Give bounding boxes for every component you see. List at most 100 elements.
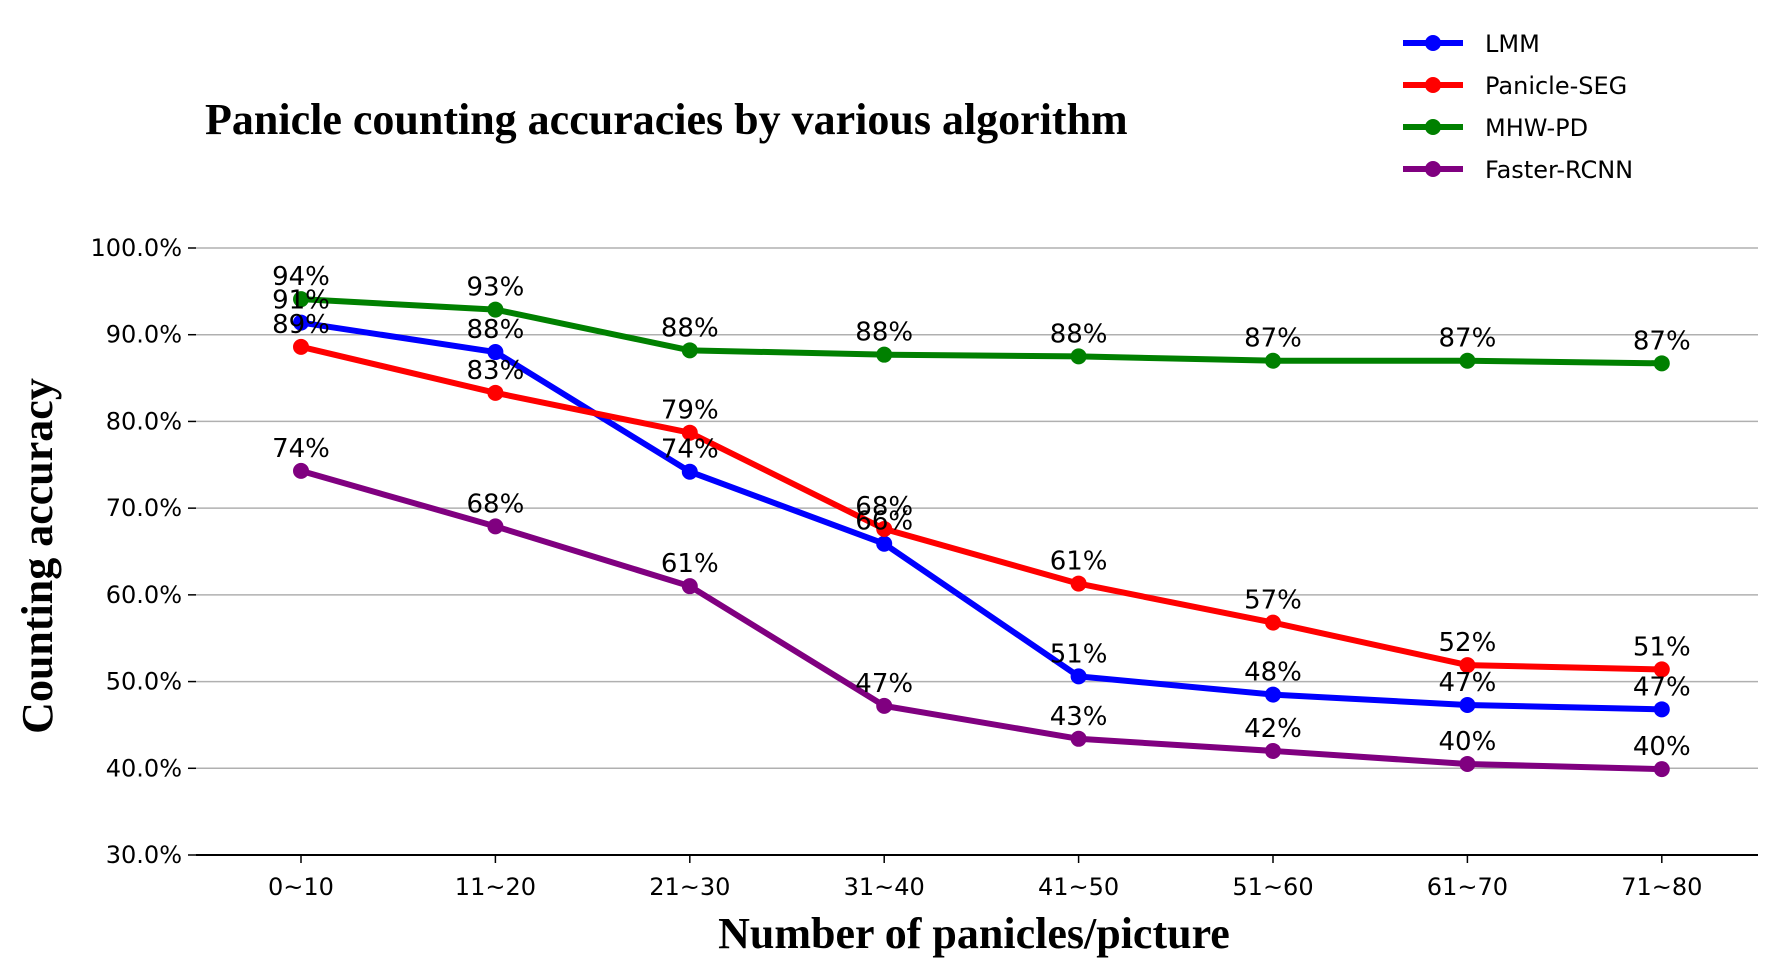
data-label: 47% [855, 669, 913, 699]
data-point [293, 291, 309, 308]
data-point [293, 338, 309, 355]
data-label: 83% [467, 356, 525, 386]
y-axis-label: Counting accuracy [13, 378, 62, 734]
data-point [1653, 761, 1670, 778]
y-tick-label: 90.0% [106, 321, 182, 349]
x-tick-label: 31~40 [844, 873, 925, 901]
data-point [293, 314, 309, 331]
data-point [487, 301, 504, 318]
data-label: 68% [855, 492, 913, 522]
legend-label: MHW-PD [1485, 114, 1588, 142]
data-label: 87% [1439, 324, 1497, 354]
data-point [681, 578, 698, 595]
data-label: 74% [272, 434, 330, 464]
data-label: 57% [1244, 586, 1302, 616]
legend-marker [1425, 77, 1441, 93]
data-point [1265, 686, 1281, 703]
series-line [300, 467, 1662, 773]
data-label: 88% [661, 313, 719, 343]
data-label: 87% [1633, 326, 1691, 356]
data-point [1070, 575, 1087, 592]
data-point [1265, 614, 1281, 631]
y-tick-label: 30.0% [106, 841, 182, 869]
data-label: 88% [1050, 319, 1108, 349]
x-tick-label: 0~10 [268, 873, 334, 901]
data-point [1265, 742, 1281, 759]
data-point [1653, 701, 1670, 718]
data-point [1459, 696, 1476, 713]
data-point [876, 520, 893, 537]
legend-label: Panicle-SEG [1485, 72, 1627, 100]
data-point [876, 535, 893, 552]
data-point [1070, 668, 1087, 685]
series-line [300, 343, 1662, 673]
data-point [487, 344, 504, 361]
data-point [1265, 352, 1281, 369]
data-point [487, 518, 504, 535]
data-point [1653, 661, 1670, 678]
y-tick-label: 70.0% [106, 494, 182, 522]
data-point [1459, 352, 1476, 369]
y-tick-label: 100.0% [90, 234, 182, 262]
data-label: 61% [661, 549, 719, 579]
x-tick-label: 21~30 [649, 873, 730, 901]
data-point [681, 424, 698, 441]
x-tick-label: 41~50 [1038, 873, 1119, 901]
data-point [1653, 355, 1670, 372]
data-point [1459, 755, 1476, 772]
gridlines [196, 247, 1758, 770]
x-axis-label: Number of panicles/picture [718, 909, 1230, 958]
legend-marker [1425, 161, 1441, 177]
legend-marker [1425, 119, 1441, 135]
data-label: 40% [1439, 727, 1497, 757]
chart-title: Panicle counting accuracies by various a… [205, 95, 1128, 144]
series-line [300, 296, 1662, 367]
data-label: 61% [1050, 547, 1108, 577]
data-labels: 91% 88% 74% 66% 51% 48% 47% 47% 89% 83% 79% 68% 61% 5… [272, 262, 1691, 762]
data-point [487, 384, 504, 401]
data-label: 74% [661, 435, 719, 465]
data-label: 40% [1633, 732, 1691, 762]
data-point [681, 342, 698, 359]
data-label: 91% [272, 286, 330, 316]
data-point [681, 463, 698, 480]
data-label: 68% [467, 489, 525, 519]
y-tick-label: 50.0% [106, 668, 182, 696]
y-tick-label: 40.0% [106, 754, 182, 782]
data-label: 94% [272, 262, 330, 292]
data-label: 51% [1633, 632, 1691, 662]
data-label: 88% [855, 318, 913, 348]
data-label: 43% [1050, 702, 1108, 732]
data-label: 89% [272, 310, 330, 340]
data-label: 47% [1439, 668, 1497, 698]
data-label: 52% [1439, 628, 1497, 658]
data-label: 51% [1050, 639, 1108, 669]
legend: LMM Panicle-SEG MHW-PD Faster-RCNN [1403, 30, 1633, 184]
data-point [1070, 348, 1087, 365]
legend-label: LMM [1485, 30, 1540, 58]
data-label: 47% [1633, 672, 1691, 702]
y-tick-label: 80.0% [106, 407, 182, 435]
x-axis-ticks: 0~10 11~20 21~30 31~40 41~50 51~60 61~70 71~80 [268, 855, 1702, 901]
legend-marker [1425, 35, 1441, 51]
y-tick-label: 60.0% [106, 581, 182, 609]
data-label: 79% [661, 396, 719, 426]
x-tick-label: 51~60 [1232, 873, 1313, 901]
x-tick-label: 61~70 [1427, 873, 1508, 901]
data-point [293, 462, 309, 479]
data-label: 42% [1244, 714, 1302, 744]
data-label: 88% [467, 315, 525, 345]
data-label: 66% [855, 507, 913, 537]
data-label: 93% [467, 273, 525, 303]
data-point [876, 346, 893, 363]
x-tick-label: 11~20 [455, 873, 536, 901]
data-point [1459, 657, 1476, 674]
data-label: 87% [1244, 324, 1302, 354]
series-line [300, 319, 1662, 713]
data-point [1070, 730, 1087, 747]
legend-label: Faster-RCNN [1485, 156, 1633, 184]
x-tick-label: 71~80 [1621, 873, 1702, 901]
data-point [876, 697, 893, 714]
data-label: 48% [1244, 658, 1302, 688]
